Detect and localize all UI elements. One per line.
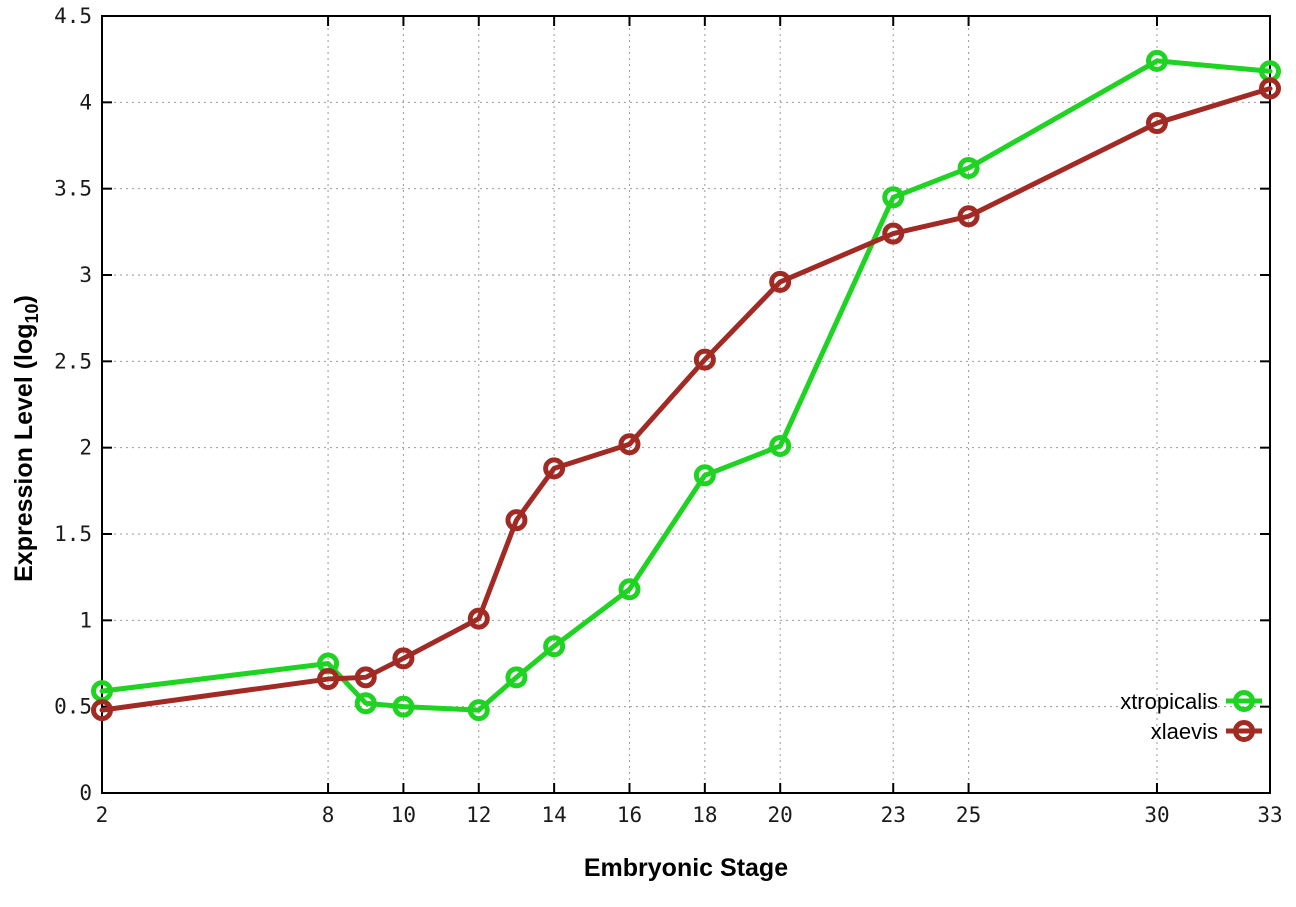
legend-marker-sample — [1233, 690, 1255, 712]
data-point-xlaevis — [91, 699, 113, 722]
x-tick-label: 25 — [956, 803, 981, 827]
data-point-xtropicalis — [505, 666, 528, 689]
data-point-xtropicalis — [957, 156, 980, 179]
data-point-xlaevis — [882, 222, 905, 245]
data-point-xlaevis — [1145, 112, 1168, 135]
x-tick-label: 23 — [881, 803, 906, 827]
x-tick-label: 8 — [322, 803, 335, 827]
x-tick-label: 12 — [466, 803, 491, 827]
x-axis-title: Embryonic Stage — [584, 854, 788, 882]
y-tick-label: 3.5 — [54, 177, 92, 201]
tick-marks — [101, 15, 1271, 794]
data-point-xlaevis — [392, 647, 415, 670]
plot-border — [101, 15, 1271, 794]
legend-label-xlaevis: xlaevis — [1151, 719, 1218, 744]
data-point-xlaevis — [693, 348, 716, 371]
y-tick-label: 1 — [79, 608, 92, 632]
y-tick-labels: 0 0.5 1 1.5 2 2.5 3 3.5 4 4.5 — [54, 4, 92, 805]
y-tick-label: 0.5 — [54, 695, 92, 719]
data-point-xlaevis — [354, 666, 377, 689]
data-point-xtropicalis — [467, 699, 490, 722]
y-tick-label: 2 — [79, 436, 92, 460]
series-line-xtropicalis — [99, 58, 1273, 713]
x-tick-label: 33 — [1257, 803, 1282, 827]
y-tick-label: 0 — [79, 781, 92, 805]
data-point-xtropicalis — [392, 695, 415, 718]
y-tick-label: 4 — [79, 90, 92, 114]
series-xtropicalis — [91, 49, 1281, 722]
data-point-xlaevis — [505, 509, 528, 532]
legend: xtropicalis xlaevis — [1120, 689, 1262, 744]
data-point-xtropicalis — [543, 635, 566, 658]
x-tick-label: 14 — [541, 803, 566, 827]
x-tick-label: 16 — [617, 803, 642, 827]
y-tick-label: 3 — [79, 263, 92, 287]
data-point-xlaevis — [769, 270, 792, 293]
y-tick-label: 4.5 — [54, 4, 92, 28]
data-point-xtropicalis — [354, 692, 377, 715]
x-tick-label: 10 — [391, 803, 416, 827]
x-tick-label: 20 — [768, 803, 793, 827]
x-tick-labels: 2 8 10 12 14 16 18 20 23 25 30 33 — [96, 803, 1283, 827]
grid-lines — [102, 16, 1270, 793]
y-axis-title: Expression Level (log10) — [10, 295, 42, 582]
data-point-xtropicalis — [618, 578, 641, 601]
legend-label-xtropicalis: xtropicalis — [1120, 689, 1218, 714]
data-point-xlaevis — [317, 668, 340, 691]
series-xlaevis — [91, 77, 1281, 722]
x-tick-label: 30 — [1144, 803, 1169, 827]
data-point-xtropicalis — [1145, 49, 1168, 72]
data-point-xlaevis — [467, 607, 490, 630]
data-point-xtropicalis — [882, 186, 905, 209]
y-tick-label: 1.5 — [54, 522, 92, 546]
x-tick-label: 18 — [692, 803, 717, 827]
data-point-xlaevis — [957, 205, 980, 228]
series-line-xlaevis — [99, 86, 1273, 713]
data-point-xtropicalis — [769, 434, 792, 457]
y-tick-label: 2.5 — [54, 349, 92, 373]
x-tick-label: 2 — [96, 803, 109, 827]
legend-marker-sample — [1233, 720, 1255, 742]
data-point-xtropicalis — [693, 464, 716, 487]
data-point-xlaevis — [543, 457, 566, 480]
data-point-xlaevis — [1259, 77, 1281, 100]
data-point-xlaevis — [618, 433, 641, 456]
